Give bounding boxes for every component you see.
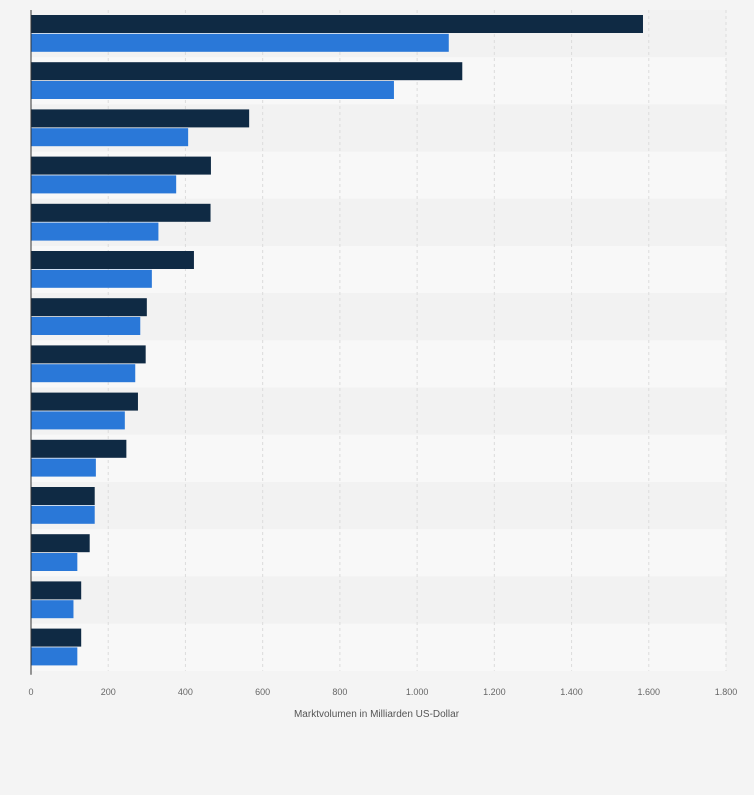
bar-series-1[interactable] — [31, 581, 82, 600]
x-tick-label: 200 — [101, 687, 116, 697]
row-bands — [31, 10, 726, 671]
bar-series-2[interactable] — [31, 647, 78, 666]
bar-series-2[interactable] — [31, 81, 394, 99]
bar-series-1[interactable] — [31, 15, 643, 33]
bar-series-2[interactable] — [31, 600, 74, 619]
x-tick-label: 1.200 — [483, 687, 506, 697]
row-band — [31, 482, 726, 530]
bar-series-1[interactable] — [31, 203, 211, 222]
bar-series-2[interactable] — [31, 33, 449, 52]
bar-series-1[interactable] — [31, 345, 146, 364]
bar-series-1[interactable] — [31, 109, 250, 128]
row-band — [31, 529, 726, 577]
bar-series-2[interactable] — [31, 128, 189, 147]
x-tick-label: 1.000 — [406, 687, 429, 697]
bar-series-1[interactable] — [31, 392, 138, 411]
x-tick-label: 1.400 — [560, 687, 583, 697]
row-band — [31, 623, 726, 671]
bar-series-2[interactable] — [31, 175, 177, 194]
bar-series-2[interactable] — [31, 317, 141, 335]
row-band — [31, 340, 726, 388]
x-axis-label: Marktvolumen in Milliarden US-Dollar — [294, 709, 460, 720]
bar-series-2[interactable] — [31, 505, 95, 524]
x-tick-label: 600 — [255, 687, 270, 697]
bar-series-1[interactable] — [31, 156, 211, 175]
bar-series-2[interactable] — [31, 458, 96, 477]
x-tick-label: 800 — [332, 687, 347, 697]
bars — [31, 15, 643, 666]
bar-series-2[interactable] — [31, 222, 159, 241]
x-tick-label: 0 — [28, 687, 33, 697]
x-tick-label: 1.600 — [638, 687, 661, 697]
bar-series-2[interactable] — [31, 364, 136, 383]
bar-series-1[interactable] — [31, 439, 127, 458]
bar-series-1[interactable] — [31, 251, 194, 269]
bar-series-1[interactable] — [31, 534, 90, 553]
row-band — [31, 434, 726, 482]
row-band — [31, 387, 726, 435]
bar-series-2[interactable] — [31, 411, 125, 430]
bar-series-1[interactable] — [31, 487, 95, 505]
bar-series-2[interactable] — [31, 553, 78, 571]
bar-series-1[interactable] — [31, 628, 82, 647]
x-tick-labels: 0 200 400 600 800 1.000 1.200 1.400 1.600 1.800 — [28, 687, 737, 697]
x-tick-label: 400 — [178, 687, 193, 697]
row-band — [31, 576, 726, 624]
bar-series-2[interactable] — [31, 269, 152, 288]
bar-series-1[interactable] — [31, 298, 147, 317]
bar-series-1[interactable] — [31, 62, 463, 81]
x-tick-label: 1.800 — [715, 687, 738, 697]
